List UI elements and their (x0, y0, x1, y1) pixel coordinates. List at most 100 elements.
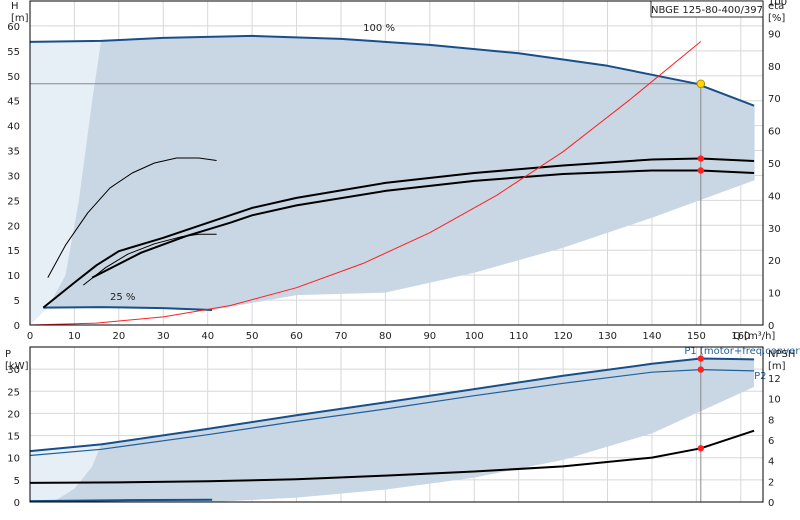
tick-label: 40 (768, 191, 781, 202)
tick-label: 50 (246, 331, 259, 342)
tick-label: 8 (768, 415, 774, 426)
tick-label: 5 (14, 296, 20, 307)
tick-label: 100 (465, 331, 484, 342)
tick-label: 10 (768, 289, 781, 300)
power-envelope-light-area (30, 444, 102, 502)
curve-line (29, 34, 755, 107)
curve-line (29, 429, 755, 484)
head-efficiency-panel: 100 % 25 % 0 5 10 15 20 25 30 35 40 45 50 55 60 0 10 20… (7, 0, 787, 342)
power-axis-ticks: 0 5 10 15 20 25 30 (7, 365, 20, 509)
duty-point-marker (696, 79, 706, 89)
tick-label: 5 (14, 476, 20, 487)
tick-label: 15 (7, 432, 20, 443)
tick-label: 150 (687, 331, 706, 342)
tick-label: 20 (112, 331, 125, 342)
tick-label: 60 (290, 331, 303, 342)
tick-label: 10 (768, 395, 781, 406)
tick-label: 40 (201, 331, 214, 342)
tick-label: 80 (379, 331, 392, 342)
power-plot-frame (29, 346, 764, 503)
tick-label: 20 (7, 409, 20, 420)
tick-label: 15 (7, 246, 20, 257)
curve-line (29, 41, 702, 326)
power-npsh-panel: P1 (motor+freq.converter)P2 051015202530… (5, 346, 800, 509)
efficiency-axis-label: eta (768, 1, 784, 12)
tick-label: 6 (768, 436, 774, 447)
curve-line (42, 157, 755, 309)
model-label-box (650, 0, 764, 18)
duty-marker (697, 167, 705, 174)
flow-axis-label: Q [m³/h] (733, 331, 775, 342)
npsh-axis-ticks: 0 2 4 6 8 10 12 (768, 374, 781, 509)
tick-label: 140 (642, 331, 661, 342)
curve-line (47, 157, 217, 278)
tick-label: 70 (335, 331, 348, 342)
power-duty-markers (697, 355, 705, 452)
duty-marker (697, 155, 705, 162)
tick-label: 12 (768, 374, 781, 385)
tick-label: 10 (68, 331, 81, 342)
tick-label: 80 (768, 62, 781, 73)
tick-label: 60 (7, 22, 20, 33)
curve-line (29, 369, 755, 457)
envelope-area (30, 35, 755, 311)
power-axis-label: P (5, 349, 11, 360)
tick-label: 30 (157, 331, 170, 342)
power-axis-labels: P[kW] NPSH[m] (5, 349, 795, 372)
power-envelope-area (30, 358, 755, 502)
tick-label: 0 (768, 321, 774, 332)
duty-marker (697, 355, 705, 362)
tick-label: 25 (7, 196, 20, 207)
tick-label: 30 (7, 365, 20, 376)
model-label: NBGE 125-80-400/397 (651, 5, 763, 16)
curve-label: P2 (754, 371, 766, 382)
power-envelope (30, 347, 755, 502)
curve-line (43, 306, 213, 311)
duty-marker (697, 445, 705, 452)
tick-label: 10 (7, 454, 20, 465)
tick-label: 10 (7, 271, 20, 282)
head-axis-labels: Q [m³/h] H[m] eta[%] (11, 1, 785, 342)
tick-label: 60 (768, 127, 781, 138)
head-plot-frame (29, 0, 764, 326)
curve-line (91, 169, 755, 279)
power-axis-label: [kW] (5, 361, 29, 372)
head-axis-ticks: 0 5 10 15 20 25 30 35 40 45 50 55 60 (7, 22, 20, 332)
tick-label: 100 (768, 0, 787, 8)
tick-label: 20 (7, 221, 20, 232)
tick-label: 90 (768, 29, 781, 40)
tick-label: 130 (598, 331, 617, 342)
tick-label: 90 (423, 331, 436, 342)
tick-label: 55 (7, 47, 20, 58)
duty-marker (697, 366, 705, 373)
tick-label: 50 (768, 159, 781, 170)
tick-label: 0 (14, 321, 20, 332)
tick-label: 40 (7, 122, 20, 133)
tick-label: 110 (509, 331, 528, 342)
head-axis-label: H (11, 1, 19, 12)
curve-line (29, 498, 213, 503)
curve-line (29, 357, 755, 453)
tick-label: 2 (768, 477, 774, 488)
tick-label: 45 (7, 97, 20, 108)
duty-point-markers (696, 79, 706, 174)
tick-label: 4 (768, 457, 774, 468)
tick-label: 70 (768, 94, 781, 105)
tick-label: 25 (7, 387, 20, 398)
power-curves: P1 (motor+freq.converter) P2 (29, 346, 800, 503)
flow-axis-ticks: 0 10 20 30 40 50 60 70 80 90 100 110 120 130 140 150 160 (27, 331, 751, 342)
tick-label: 20 (768, 256, 781, 267)
curve-label: 25 % (110, 292, 135, 303)
tick-label: 0 (27, 331, 33, 342)
tick-label: 0 (14, 498, 20, 509)
tick-label: 160 (731, 331, 750, 342)
operating-envelope (30, 35, 755, 326)
curve-label: P1 (motor+freq.converter) (684, 346, 800, 357)
head-curves: 100 % 25 % (29, 23, 755, 326)
tick-label: 120 (554, 331, 573, 342)
envelope-light-area (30, 40, 102, 326)
head-axis-label: [m] (11, 13, 29, 24)
tick-label: 0 (768, 498, 774, 509)
tick-label: 35 (7, 147, 20, 158)
